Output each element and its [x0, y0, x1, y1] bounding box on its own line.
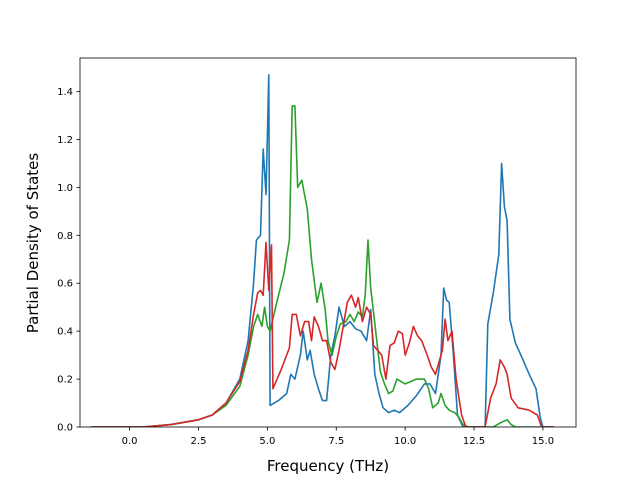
- x-tick-label: 15.0: [532, 436, 554, 447]
- x-tick-label: 5.0: [259, 436, 275, 447]
- x-axis-ticks: 0.0 2.5 5.0 7.5 10.0 12.5 15.0: [122, 427, 554, 447]
- series-line-3: [91, 241, 554, 427]
- y-tick-label: 0.8: [57, 231, 73, 242]
- series-line-2: [91, 105, 554, 427]
- series-line-1: [91, 74, 554, 427]
- y-tick-label: 1.2: [57, 135, 73, 146]
- y-tick-label: 1.0: [57, 183, 73, 194]
- y-tick-label: 1.4: [57, 87, 73, 98]
- x-tick-label: 2.5: [191, 436, 207, 447]
- y-tick-label: 0.2: [57, 375, 73, 386]
- plot-area-frame: [79, 57, 577, 428]
- x-tick-label: 0.0: [122, 436, 138, 447]
- y-tick-label: 0.6: [57, 279, 73, 290]
- y-axis-label: Partial Density of States: [24, 153, 42, 334]
- series-layer: [91, 74, 554, 427]
- y-axis-ticks: 0.0 0.2 0.4 0.6 0.8 1.0 1.2 1.4: [57, 87, 80, 434]
- x-axis-label: Frequency (THz): [267, 457, 389, 475]
- x-tick-label: 12.5: [463, 436, 485, 447]
- y-tick-label: 0.0: [57, 423, 73, 434]
- x-tick-label: 10.0: [394, 436, 416, 447]
- y-tick-label: 0.4: [57, 327, 73, 338]
- x-tick-label: 7.5: [328, 436, 344, 447]
